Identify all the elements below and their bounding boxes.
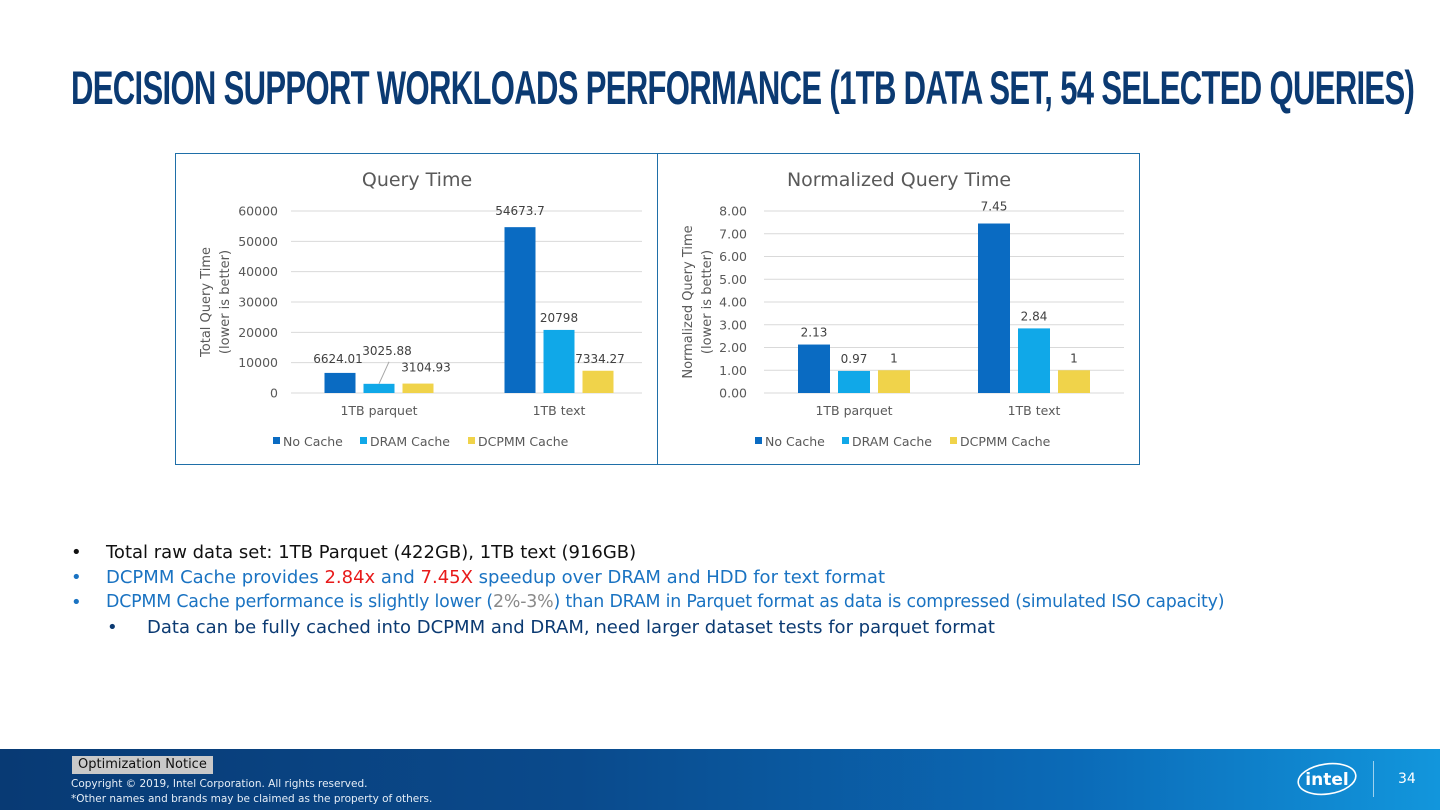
intel-logo-icon: intel [1297,762,1357,796]
bar-dcpmm-cache [582,370,614,393]
highlight-speedup-dram: 2.84x [324,567,376,588]
y-tick-label: 1.00 [719,363,747,378]
y-axis-sublabel: (lower is better) [700,250,715,354]
slide-title: DECISION SUPPORT WORKLOADS PERFORMANCE (… [71,61,1415,114]
bullet-text: DCPMM Cache provides 2.84x and 7.45X spe… [106,565,885,590]
bar-no-cache [798,344,830,393]
y-tick-label: 40000 [238,264,278,279]
query-time-chart-svg: Query Time 0 10000 20000 30000 40000 50000 6000… [199,169,642,449]
bar-dcpmm-cache [402,383,434,393]
bullet-text-segment: and [375,567,421,588]
data-label: 1 [1070,351,1078,365]
legend-label: DCPMM Cache [960,434,1051,449]
y-tick-label: 10000 [238,355,278,370]
y-tick-label: 7.00 [719,226,747,241]
data-label: 3025.88 [362,344,412,358]
legend-label: DRAM Cache [852,434,932,449]
data-label: 20798 [540,311,578,325]
footer-divider [1373,761,1374,797]
y-tick-label: 60000 [238,204,278,219]
legend-swatch-no-cache [755,437,762,444]
bar-no-cache [978,223,1010,393]
bullet-text-segment: speedup over DRAM and HDD for text forma… [472,567,885,588]
legend-swatch-no-cache [273,437,280,444]
data-label: 0.97 [841,352,868,366]
intel-logo-text: intel [1305,770,1348,790]
highlight-speedup-hdd: 7.45X [420,567,473,588]
y-axis-sublabel: (lower is better) [218,250,233,354]
x-tick-label: 1TB parquet [340,403,417,418]
y-tick-label: 20000 [238,325,278,340]
data-label: 7334.27 [575,352,625,366]
data-label-leader-line [378,361,390,385]
y-tick-label: 50000 [238,234,278,249]
y-axis-label: Total Query Time [199,247,214,358]
footer-bar: Optimization Notice Copyright © 2019, In… [0,749,1440,810]
legend-swatch-dcpmm-cache [950,437,957,444]
legend-label: DRAM Cache [370,434,450,449]
data-label: 1 [890,351,898,365]
y-tick-label: 0 [270,386,278,401]
data-label: 2.13 [801,326,828,340]
y-tick-label: 30000 [238,295,278,310]
y-tick-label: 3.00 [719,317,747,332]
bar-no-cache [324,372,356,393]
data-label: 3104.93 [401,361,451,375]
y-tick-label: 2.00 [719,340,747,355]
y-tick-label: 8.00 [719,204,747,219]
legend-label: No Cache [765,434,825,449]
bullet-marker: • [71,592,82,613]
bullet-text-segment: ) than DRAM in Parquet format as data is… [553,592,1225,612]
legend-swatch-dram-cache [842,437,849,444]
bar-dcpmm-cache [1058,370,1090,393]
y-tick-label: 4.00 [719,295,747,310]
bar-dram-cache [363,383,395,393]
x-tick-label: 1TB text [533,403,586,418]
bullet-text: Data can be fully cached into DCPMM and … [147,615,995,640]
x-tick-label: 1TB parquet [815,403,892,418]
copyright-text: Copyright © 2019, Intel Corporation. All… [71,778,368,790]
bar-dram-cache [543,329,575,393]
intel-logo: intel [1296,759,1360,803]
bar-dram-cache [1018,328,1050,393]
chart-title: Query Time [362,169,472,191]
legend-swatch-dram-cache [360,437,367,444]
chart-title: Normalized Query Time [787,169,1011,191]
data-label: 7.45 [981,200,1008,214]
x-tick-label: 1TB text [1008,403,1061,418]
bar-dram-cache [838,370,870,393]
y-tick-label: 6.00 [719,249,747,264]
bullet-text-segment: DCPMM Cache provides [106,567,325,588]
bullet-marker: • [107,617,118,638]
page-number: 34 [1398,771,1416,787]
data-label: 2.84 [1021,309,1048,323]
y-tick-label: 5.00 [719,272,747,287]
bullet-marker: • [71,567,82,588]
bullet-text: DCPMM Cache performance is slightly lowe… [106,590,1224,615]
bar-dcpmm-cache [878,370,910,393]
bullet-marker: • [71,542,82,563]
bullet-text-segment: Data can be fully cached into DCPMM and … [147,617,995,638]
legend-swatch-dcpmm-cache [468,437,475,444]
data-label: 6624.01 [313,352,363,366]
bullet-text-segment: DCPMM Cache performance is slightly lowe… [106,592,494,612]
normalized-query-time-chart-svg: Normalized Query Time 0.00 1.00 2.00 3.00 4.0… [681,169,1124,449]
highlight-percentage: 2%-3% [493,592,554,612]
trademark-disclaimer: *Other names and brands may be claimed a… [71,793,433,805]
bullet-text-segment: Total raw data set: 1TB Parquet (422GB),… [106,542,637,563]
data-label: 54673.7 [495,204,545,218]
legend-label: DCPMM Cache [478,434,569,449]
legend-label: No Cache [283,434,343,449]
y-tick-label: 0.00 [719,386,747,401]
y-axis-label: Normalized Query Time [681,225,696,378]
optimization-notice-link[interactable]: Optimization Notice [72,756,213,774]
bar-no-cache [504,227,536,393]
query-time-chart: Query Time 0 10000 20000 30000 40000 50000 6000… [175,153,658,465]
normalized-query-time-chart: Normalized Query Time 0.00 1.00 2.00 3.00 4.0… [657,153,1140,465]
bullet-text: Total raw data set: 1TB Parquet (422GB),… [106,540,636,565]
